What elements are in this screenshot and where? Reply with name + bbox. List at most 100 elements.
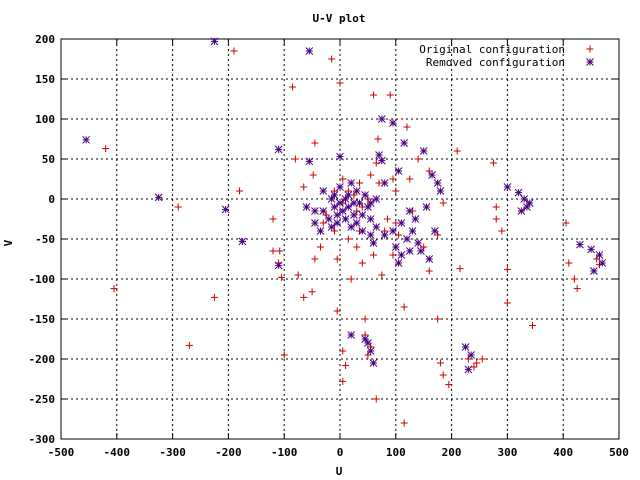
original-point bbox=[439, 371, 447, 379]
removed-point bbox=[352, 219, 361, 227]
original-point bbox=[102, 145, 110, 153]
x-tick-label: -500 bbox=[48, 446, 75, 459]
removed-point bbox=[154, 193, 163, 202]
original-point bbox=[436, 359, 444, 367]
original-point bbox=[439, 199, 447, 207]
original-point bbox=[492, 215, 500, 223]
original-point bbox=[473, 359, 481, 367]
tick-labels: -500 -400 -300 -200 -100 0 100 200 300 400 500-300… bbox=[29, 33, 629, 459]
x-tick-label: -100 bbox=[271, 446, 298, 459]
removed-point bbox=[344, 203, 353, 211]
original-point bbox=[319, 219, 327, 227]
original-point bbox=[309, 171, 317, 179]
grid-lines bbox=[61, 39, 619, 439]
removed-point bbox=[366, 347, 375, 355]
original-point bbox=[342, 361, 350, 369]
removed-point bbox=[330, 191, 339, 199]
original-point bbox=[361, 315, 369, 323]
removed-point bbox=[358, 227, 367, 235]
removed-point bbox=[333, 219, 342, 227]
removed-point bbox=[305, 47, 314, 55]
removed-point bbox=[525, 199, 534, 207]
original-point bbox=[210, 293, 218, 301]
original-point bbox=[403, 123, 411, 131]
removed-point bbox=[411, 215, 420, 223]
original-point bbox=[464, 355, 472, 363]
removed-point bbox=[400, 139, 409, 147]
data-points bbox=[82, 37, 607, 427]
removed-point bbox=[520, 195, 528, 203]
original-point bbox=[347, 275, 355, 283]
removed-point bbox=[274, 145, 283, 154]
removed-point bbox=[364, 339, 372, 347]
original-point bbox=[414, 155, 422, 163]
original-point bbox=[236, 187, 244, 195]
removed-point bbox=[417, 247, 425, 255]
original-point bbox=[562, 219, 570, 227]
original-point bbox=[308, 288, 316, 296]
y-tick-label: -300 bbox=[29, 433, 56, 446]
original-point bbox=[311, 255, 319, 263]
removed-point bbox=[389, 227, 397, 235]
original-point bbox=[406, 175, 414, 183]
removed-point bbox=[366, 231, 375, 239]
removed-point bbox=[341, 215, 350, 223]
original-point bbox=[322, 211, 330, 219]
removed-point bbox=[350, 211, 358, 219]
removed-point bbox=[389, 119, 397, 127]
original-point bbox=[503, 265, 511, 273]
original-point bbox=[478, 355, 486, 363]
removed-point bbox=[464, 365, 473, 374]
original-point bbox=[339, 347, 347, 355]
removed-point bbox=[82, 135, 90, 144]
original-point bbox=[358, 259, 366, 267]
y-tick-label: 0 bbox=[48, 193, 55, 206]
original-point bbox=[369, 91, 377, 99]
x-tick-label: 200 bbox=[442, 446, 462, 459]
x-tick-label: 100 bbox=[386, 446, 406, 459]
y-tick-label: 200 bbox=[35, 33, 55, 46]
original-point bbox=[367, 171, 375, 179]
removed-point bbox=[598, 259, 607, 267]
original-point bbox=[353, 207, 361, 215]
original-point bbox=[110, 285, 118, 293]
y-tick-label: -150 bbox=[29, 313, 56, 326]
original-point bbox=[369, 251, 377, 259]
removed-point bbox=[414, 239, 422, 247]
chart-title: U-V plot bbox=[313, 12, 366, 25]
original-point bbox=[434, 231, 442, 239]
removed-point bbox=[428, 171, 436, 179]
original-point bbox=[339, 377, 347, 385]
original-point bbox=[269, 215, 277, 223]
removed-point bbox=[590, 267, 598, 275]
removed-point bbox=[380, 179, 389, 187]
legend: Original configuration Removed configura… bbox=[419, 43, 594, 69]
original-point bbox=[328, 55, 336, 63]
removed-point bbox=[408, 227, 417, 235]
removed-point bbox=[305, 157, 314, 166]
removed-point bbox=[336, 152, 344, 161]
removed-point bbox=[422, 203, 431, 211]
y-tick-label: 100 bbox=[35, 113, 55, 126]
original-point bbox=[289, 83, 297, 91]
original-point bbox=[593, 255, 601, 263]
removed-point bbox=[576, 240, 584, 249]
original-point bbox=[456, 265, 464, 273]
y-tick-label: -50 bbox=[35, 233, 55, 246]
removed-point bbox=[316, 227, 325, 235]
removed-point bbox=[352, 187, 361, 195]
removed-point bbox=[338, 207, 347, 215]
removed-point bbox=[431, 227, 439, 235]
removed-point bbox=[333, 211, 342, 219]
original-point bbox=[344, 235, 352, 243]
removed-point bbox=[377, 156, 386, 165]
original-point bbox=[425, 267, 433, 275]
removed-point bbox=[274, 261, 283, 270]
removed-point bbox=[397, 219, 406, 227]
original-point bbox=[185, 341, 193, 349]
original-point bbox=[425, 167, 433, 175]
removed-point bbox=[302, 203, 311, 211]
removed-point bbox=[366, 215, 375, 223]
original-point bbox=[389, 175, 397, 183]
legend-star-marker bbox=[586, 58, 594, 66]
